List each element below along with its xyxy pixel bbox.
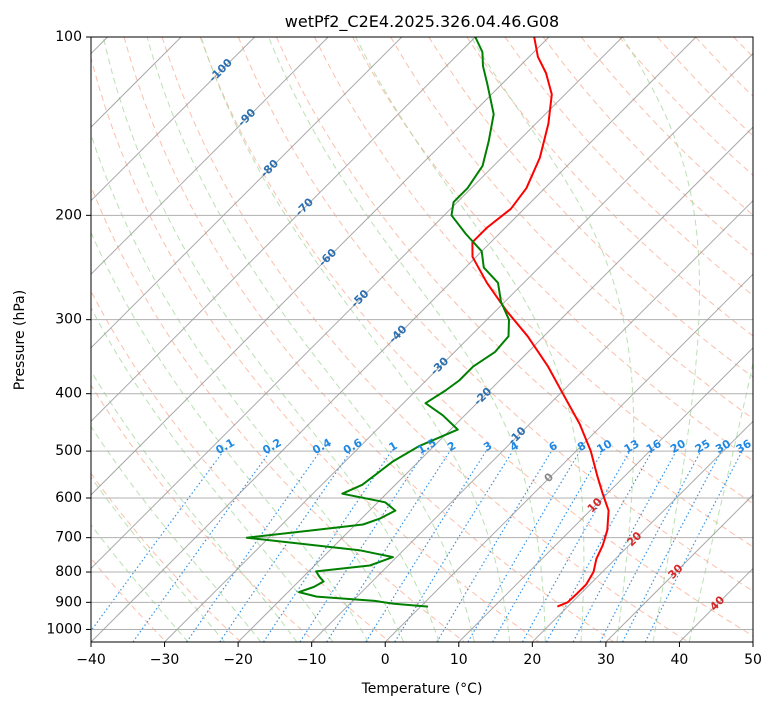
isotherm-line	[237, 126, 753, 642]
mixing-ratio-line	[186, 450, 321, 642]
pressure-grid	[91, 37, 753, 630]
isotherm-line	[91, 37, 550, 496]
y-tick-label: 700	[55, 530, 82, 546]
x-tick-label: −40	[76, 652, 106, 668]
moist-adiabat	[91, 524, 189, 642]
x-tick-label: 50	[744, 652, 762, 668]
isotherm-line	[91, 37, 403, 349]
x-tick-label: 40	[671, 652, 689, 668]
profile-series	[245, 37, 610, 608]
temperature-profile	[471, 37, 610, 608]
moist-adiabat	[91, 476, 225, 642]
moist-adiabat	[622, 37, 700, 642]
isotherm-line	[91, 37, 329, 275]
mixing-ratio-line	[299, 450, 426, 642]
y-tick-label: 300	[55, 312, 82, 328]
isotherm-line	[91, 37, 697, 642]
moist-adiabat	[146, 37, 475, 642]
isotherm-line	[164, 52, 753, 642]
mixing-ratio-lines	[91, 450, 743, 642]
moist-adiabat	[268, 37, 546, 642]
y-tick-label: 100	[55, 29, 82, 45]
dry-adiabat	[161, 37, 689, 642]
y-tick-label: 200	[55, 207, 82, 223]
dry-adiabat	[390, 37, 753, 420]
y-tick-label: 800	[55, 564, 82, 580]
mixing-ratio-line	[546, 450, 653, 642]
isotherm-line	[91, 37, 476, 423]
isotherm-line	[311, 199, 753, 642]
dry-adiabat	[91, 55, 540, 642]
plot-frame	[90, 36, 754, 643]
isotherm-line	[458, 347, 753, 642]
isotherms	[91, 37, 753, 642]
y-axis-label: Pressure (hPa)	[12, 290, 28, 390]
dry-adiabat	[91, 557, 167, 642]
x-tick-label: 0	[381, 652, 390, 668]
x-tick-label: −10	[297, 652, 327, 668]
isotherm-line	[531, 420, 753, 642]
moist-adiabat	[91, 132, 405, 642]
x-axis: −40 −30 −20 −10 0 10 20 30 40 50	[76, 642, 762, 668]
y-tick-label: 400	[55, 386, 82, 402]
y-tick-label: 900	[55, 594, 82, 610]
mixing-ratio-line	[219, 450, 352, 642]
moist-adiabat	[102, 37, 440, 642]
moist-adiabat	[91, 306, 334, 642]
dry-adiabat	[275, 37, 753, 548]
mixing-ratio-line	[521, 450, 631, 642]
dewpoint-profile	[245, 37, 510, 608]
moist-adiabat	[355, 37, 585, 642]
mixing-ratio-line	[572, 450, 677, 642]
moist-adiabat	[200, 37, 511, 642]
x-tick-label: −20	[223, 652, 253, 668]
y-axis: 100 200 300 400 500 600 700 800 900 1000	[46, 29, 91, 637]
moist-adiabat	[688, 361, 753, 642]
moist-adiabat	[91, 231, 369, 642]
dry-adiabat	[123, 37, 614, 642]
x-tick-label: 30	[597, 652, 615, 668]
y-tick-label: 1000	[46, 621, 82, 637]
x-axis-label: Temperature (°C)	[361, 681, 483, 697]
isotherm-line	[91, 37, 623, 570]
isotherm-line	[91, 37, 256, 202]
moist-adiabat	[91, 369, 298, 642]
x-tick-label: 20	[523, 652, 541, 668]
mixing-ratio-line	[394, 450, 514, 642]
moist-adiabat	[91, 425, 262, 642]
isotherm-line	[384, 273, 753, 642]
x-tick-label: 10	[450, 652, 468, 668]
dry-adiabat	[91, 185, 465, 642]
mixing-ratio-line	[262, 450, 392, 642]
chart-title: wetPf2_C2E4.2025.326.04.46.G08	[285, 12, 559, 32]
mixing-ratio-line	[132, 450, 271, 642]
dry-adiabat	[91, 384, 316, 642]
y-tick-label: 600	[55, 490, 82, 506]
mixing-ratio-line	[644, 450, 743, 642]
dry-adiabat	[428, 37, 753, 378]
mixing-ratio-line	[91, 450, 224, 632]
isotherm-line	[605, 494, 753, 642]
y-tick-label: 500	[55, 443, 82, 459]
x-tick-label: −30	[150, 652, 180, 668]
